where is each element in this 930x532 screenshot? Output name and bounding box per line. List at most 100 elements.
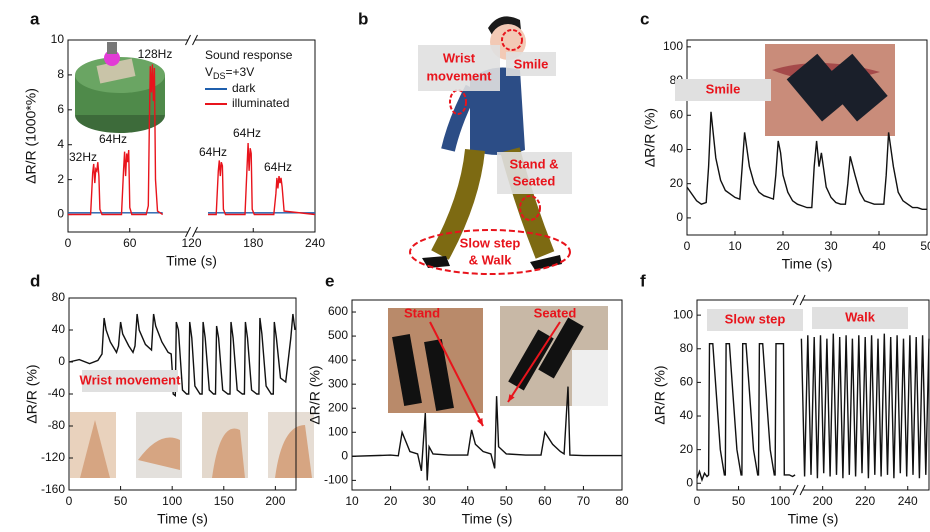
y-axis-label: ΔR/R (%): [642, 108, 658, 167]
legend-subtitle-part: =+3V: [226, 65, 255, 79]
diagram-label: Seated: [513, 173, 556, 188]
y-axis-label: ΔR/R (%): [652, 365, 668, 424]
x-tick-label: 100: [770, 494, 790, 508]
x-tick-label: 150: [214, 494, 234, 508]
x-tick-label: 60: [123, 236, 137, 250]
x-tick-label: 80: [615, 494, 629, 508]
plot-frame: [351, 299, 623, 491]
x-axis-label: Time (s): [462, 511, 513, 527]
legend-subtitle: VDS=+3V: [205, 65, 254, 81]
x-tick-label: 30: [824, 239, 838, 253]
y-tick-label: -160: [41, 482, 65, 496]
data-line: [351, 386, 622, 481]
legend-subtitle-part: DS: [213, 71, 226, 81]
y-tick-label: 200: [328, 400, 348, 414]
annotation: Slow step: [725, 311, 786, 326]
y-tick-label: 0: [676, 210, 683, 224]
inset-photo: [75, 42, 165, 133]
x-tick-label: 0: [65, 236, 72, 250]
panel-label: a: [30, 9, 40, 28]
y-tick-label: 500: [328, 328, 348, 342]
x-tick-label: 200: [265, 494, 285, 508]
axis-break-gap: [796, 485, 803, 495]
panel-label: f: [640, 271, 646, 290]
data-line: [696, 333, 930, 483]
legend-subtitle-part: V: [205, 65, 213, 79]
annotation: Stand: [404, 305, 440, 320]
annotation: 64Hz: [264, 160, 292, 174]
x-tick-label: 240: [898, 494, 918, 508]
y-tick-label: 8: [57, 67, 64, 81]
y-tick-label: 20: [680, 442, 694, 456]
plot-frame: [686, 39, 928, 236]
x-tick-label: 100: [162, 494, 182, 508]
diagram-label: Slow step: [460, 235, 521, 250]
annotation-box: [82, 370, 178, 392]
panel-label: e: [325, 271, 334, 290]
legend-title: Sound response: [205, 48, 293, 62]
panel-label: b: [358, 9, 368, 28]
annotation: 64Hz: [233, 126, 261, 140]
person-illustration: [409, 16, 572, 275]
y-tick-label: -80: [48, 418, 66, 432]
diagram-label: Wrist: [443, 50, 476, 65]
y-tick-label: 2: [57, 172, 64, 186]
annotation: Wrist movement: [80, 372, 182, 387]
legend-label: illuminated: [232, 96, 289, 110]
y-tick-label: 300: [328, 376, 348, 390]
annotation: 128Hz: [138, 47, 173, 61]
legend-label: dark: [232, 81, 256, 95]
y-tick-label: 10: [51, 32, 65, 46]
y-tick-label: -40: [48, 386, 66, 400]
y-tick-label: 600: [328, 304, 348, 318]
x-tick-label: 0: [684, 239, 691, 253]
x-tick-label: 240: [305, 236, 325, 250]
y-tick-label: 40: [52, 322, 66, 336]
y-tick-label: 80: [680, 341, 694, 355]
y-tick-label: 4: [57, 137, 64, 151]
x-tick-label: 10: [345, 494, 359, 508]
y-tick-label: 0: [341, 449, 348, 463]
y-tick-label: 80: [52, 290, 66, 304]
y-tick-label: 40: [680, 408, 694, 422]
annotation-arrow: [429, 321, 484, 427]
diagram-label: & Walk: [469, 252, 513, 267]
annotation: 64Hz: [99, 132, 127, 146]
axis-break-gap: [796, 295, 803, 305]
data-line: [68, 64, 316, 216]
x-tick-label: 0: [66, 494, 73, 508]
y-axis-label: ΔR/R (1000*%): [23, 88, 39, 184]
diagram-label: Smile: [514, 56, 549, 71]
inset-photo: [765, 44, 895, 136]
plot-frame: [696, 299, 930, 491]
x-tick-label: 30: [422, 494, 436, 508]
axis-break-mark: [792, 294, 806, 306]
y-tick-label: 100: [673, 307, 693, 321]
x-tick-label: 50: [500, 494, 514, 508]
y-axis-label: ΔR/R (%): [24, 364, 40, 423]
y-tick-label: 100: [663, 39, 683, 53]
annotation: Walk: [845, 309, 876, 324]
panel-label: c: [640, 9, 649, 28]
x-axis-label: Time (s): [166, 253, 217, 269]
diagram-label: movement: [426, 68, 492, 83]
x-tick-label: 70: [577, 494, 591, 508]
x-tick-label: 40: [872, 239, 886, 253]
diagram-label: Stand &: [509, 156, 558, 171]
y-tick-label: 400: [328, 352, 348, 366]
y-tick-label: 100: [328, 424, 348, 438]
data-line: [68, 313, 296, 397]
axis-break-gap: [188, 227, 195, 237]
x-tick-label: 220: [855, 494, 875, 508]
annotation: 64Hz: [199, 145, 227, 159]
y-tick-label: 60: [680, 375, 694, 389]
x-tick-label: 200: [813, 494, 833, 508]
axis-break-gap: [188, 35, 195, 45]
annotation-box: [812, 307, 908, 329]
x-tick-label: 40: [461, 494, 475, 508]
y-tick-label: 40: [670, 142, 684, 156]
data-line: [686, 111, 927, 210]
axis-break-mark: [792, 484, 806, 496]
y-tick-label: 0: [58, 354, 65, 368]
axis-break-mark: [185, 226, 198, 238]
